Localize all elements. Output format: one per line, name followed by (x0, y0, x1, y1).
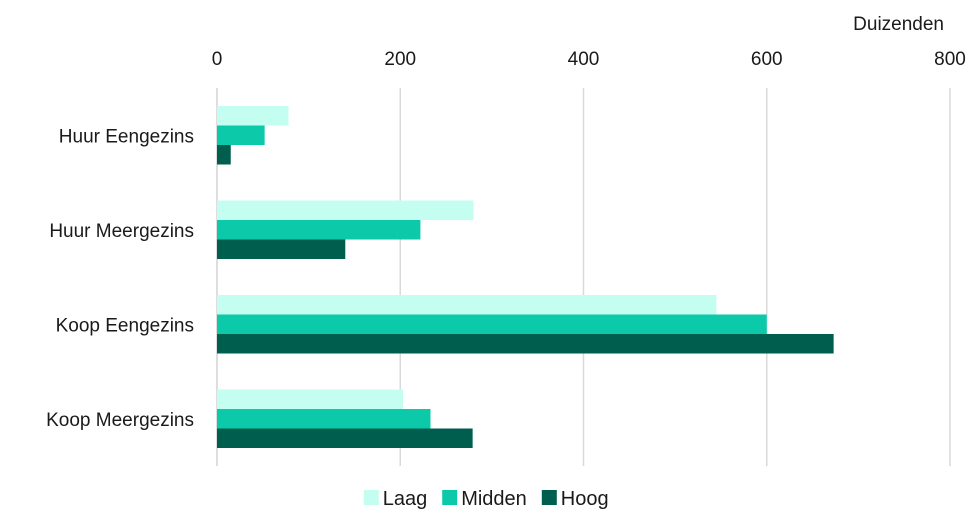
legend-item-midden: Midden (442, 488, 527, 510)
category-label: Koop Eengezins (56, 315, 194, 336)
legend-item-hoog: Hoog (541, 488, 609, 510)
bar-laag-koop-eengezins (217, 295, 717, 315)
x-tick-label: 200 (384, 49, 416, 70)
bar-hoog-koop-meergezins (217, 428, 473, 448)
legend-label: Laag (383, 488, 428, 510)
category-label: Koop Meergezins (46, 410, 194, 431)
bar-laag-huur-eengezins (217, 106, 289, 126)
bar-hoog-huur-eengezins (217, 145, 231, 165)
x-tick-label: 600 (751, 49, 783, 70)
category-label: Huur Meergezins (49, 221, 194, 242)
bar-hoog-huur-meergezins (217, 239, 346, 259)
category-label: Huur Eengezins (59, 126, 194, 147)
legend-label: Hoog (561, 488, 609, 510)
legend-swatch (442, 490, 458, 505)
bar-midden-huur-eengezins (217, 125, 265, 145)
x-tick-labels: 0 200 400 600 800 (212, 49, 966, 70)
legend-swatch (363, 490, 379, 505)
unit-label: Duizenden (853, 14, 944, 35)
x-tick-label: 400 (568, 49, 600, 70)
legend-label: Midden (461, 488, 527, 510)
bar-midden-koop-meergezins (217, 409, 431, 429)
bar-laag-huur-meergezins (217, 200, 474, 220)
bar-laag-koop-meergezins (217, 389, 403, 409)
bar-midden-koop-eengezins (217, 314, 767, 334)
bars (217, 106, 834, 448)
x-tick-label: 0 (212, 49, 223, 70)
bar-midden-huur-meergezins (217, 220, 421, 240)
bar-hoog-koop-eengezins (217, 334, 834, 354)
legend-swatch (541, 490, 557, 505)
legend-item-laag: Laag (363, 488, 428, 510)
x-tick-label: 800 (934, 49, 966, 70)
category-labels: Huur Eengezins Huur Meergezins Koop Eengez… (46, 126, 194, 431)
legend: Laag Midden Hoog (363, 488, 609, 510)
